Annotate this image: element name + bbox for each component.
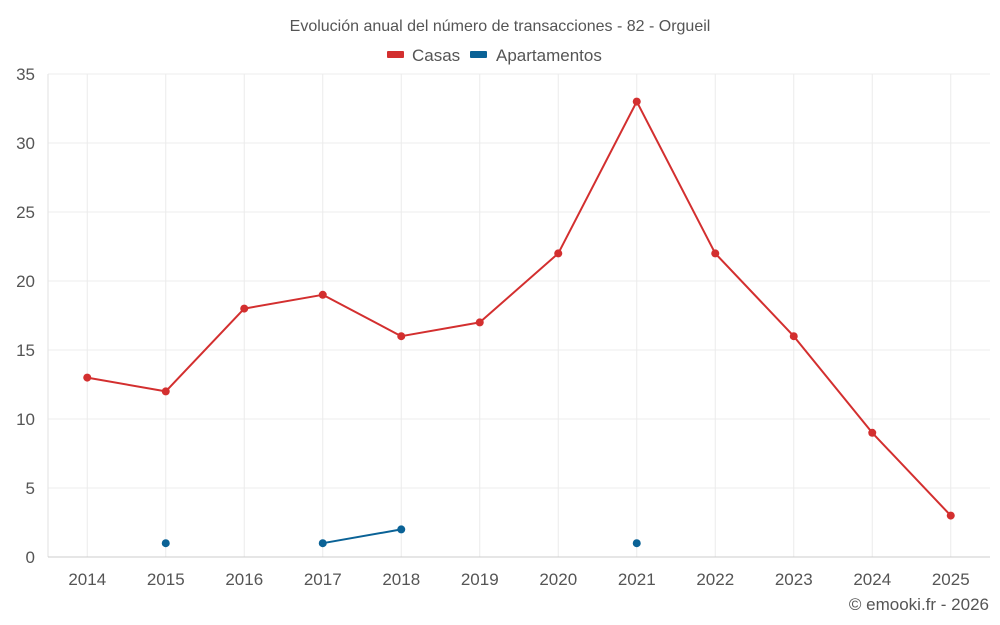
series-casas: [83, 97, 955, 520]
series-line-apartamentos-1: [321, 528, 403, 545]
credit-text: © emooki.fr - 2026: [849, 595, 989, 614]
data-point-apartamentos-2018[interactable]: [397, 525, 406, 534]
x-tick-label-2014: 2014: [68, 570, 106, 589]
y-tick-label-20: 20: [16, 272, 35, 291]
data-point-casas-2025[interactable]: [946, 511, 955, 520]
legend-label-casas: Casas: [412, 46, 460, 65]
x-tick-label-2025: 2025: [932, 570, 970, 589]
data-point-casas-2021[interactable]: [632, 97, 641, 106]
data-point-casas-2018[interactable]: [397, 332, 406, 341]
x-tick-label-2024: 2024: [853, 570, 891, 589]
y-tick-label-0: 0: [26, 548, 35, 567]
data-point-casas-2022[interactable]: [711, 249, 720, 258]
data-point-casas-2014[interactable]: [83, 373, 92, 382]
legend-swatch-apartamentos: [470, 51, 487, 58]
series-apartamentos: [161, 525, 641, 548]
series-layer: [83, 97, 955, 548]
chart-title: Evolución anual del número de transaccio…: [290, 18, 711, 35]
grid: [48, 73, 990, 557]
legend-label-apartamentos: Apartamentos: [496, 46, 602, 65]
data-point-casas-2017[interactable]: [318, 290, 327, 299]
data-point-casas-2015[interactable]: [161, 387, 170, 396]
data-point-casas-2023[interactable]: [789, 332, 798, 341]
data-point-apartamentos-2015[interactable]: [161, 539, 170, 548]
data-point-casas-2016[interactable]: [240, 304, 249, 313]
data-point-casas-2024[interactable]: [868, 428, 877, 437]
x-tick-label-2021: 2021: [618, 570, 656, 589]
series-line-casas-0: [86, 100, 952, 517]
x-tick-label-2018: 2018: [382, 570, 420, 589]
y-tick-label-25: 25: [16, 203, 35, 222]
x-tick-label-2016: 2016: [225, 570, 263, 589]
y-tick-label-5: 5: [26, 479, 35, 498]
legend-swatch-casas: [387, 51, 404, 58]
data-point-casas-2019[interactable]: [475, 318, 484, 327]
legend-item-apartamentos[interactable]: Apartamentos: [470, 46, 602, 65]
y-tick-label-10: 10: [16, 410, 35, 429]
x-tick-label-2022: 2022: [696, 570, 734, 589]
data-point-apartamentos-2017[interactable]: [318, 539, 327, 548]
x-tick-label-2020: 2020: [539, 570, 577, 589]
legend: Casas Apartamentos: [387, 46, 602, 65]
x-tick-label-2019: 2019: [461, 570, 499, 589]
x-tick-label-2023: 2023: [775, 570, 813, 589]
y-tick-label-30: 30: [16, 134, 35, 153]
y-tick-label-35: 35: [16, 65, 35, 84]
y-tick-label-15: 15: [16, 341, 35, 360]
x-tick-label-2015: 2015: [147, 570, 185, 589]
x-tick-label-2017: 2017: [304, 570, 342, 589]
data-point-apartamentos-2021[interactable]: [632, 539, 641, 548]
legend-item-casas[interactable]: Casas: [387, 46, 460, 65]
data-point-casas-2020[interactable]: [554, 249, 563, 258]
